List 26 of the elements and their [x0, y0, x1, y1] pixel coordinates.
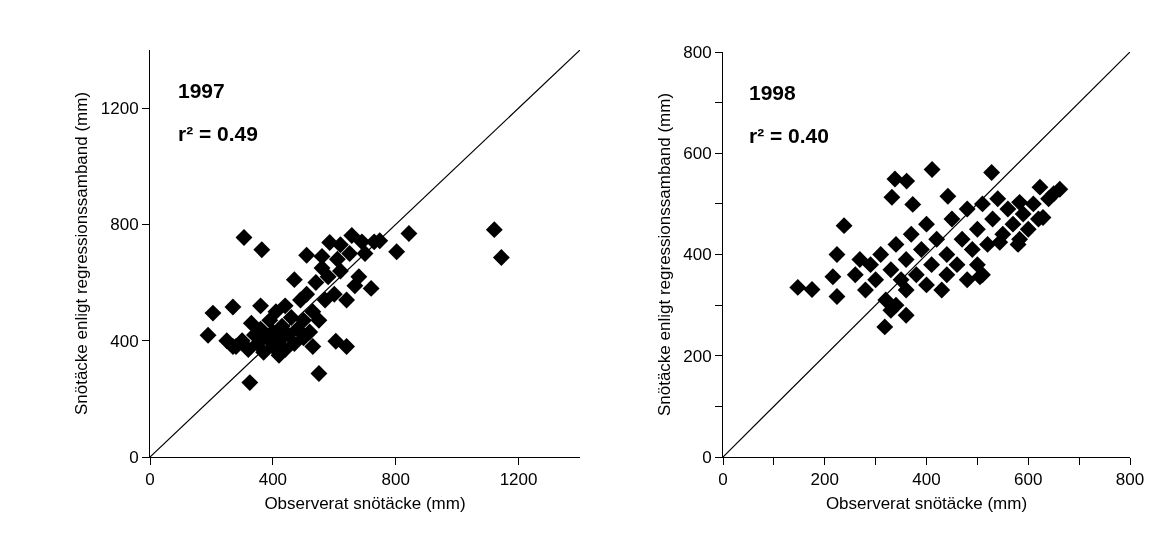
y-tick-label: 0	[129, 447, 139, 467]
x-tick-label: 800	[381, 470, 410, 490]
x-tick-label: 1200	[499, 470, 538, 490]
y-tick-label: 200	[683, 346, 712, 366]
x-tick-label: 0	[145, 470, 155, 490]
x-tick-label: 400	[258, 470, 288, 490]
x-tick-label: 800	[1115, 470, 1145, 490]
y-tick-label: 800	[683, 42, 712, 62]
x-tick-label: 200	[810, 470, 839, 490]
annotation: 1998	[749, 81, 797, 104]
y-tick-label: 400	[683, 245, 712, 265]
x-tick-label: 400	[912, 470, 941, 490]
x-axis-title: Observerat snötäcke (mm)	[825, 493, 1028, 513]
annotation: r² = 0.40	[749, 124, 829, 147]
annotation: r² = 0.49	[178, 122, 258, 145]
y-tick-label: 800	[110, 215, 139, 235]
x-axis-title: Observerat snötäcke (mm)	[264, 493, 466, 513]
x-tick-label: 600	[1014, 470, 1043, 490]
x-tick-label: 0	[718, 470, 728, 490]
y-axis-title: Snötäcke enligt regressionssamband (mm)	[72, 91, 92, 416]
y-tick-label: 0	[702, 447, 712, 467]
y-tick-label: 400	[110, 331, 139, 351]
y-tick-label: 1200	[100, 99, 139, 119]
y-axis-title: Snötäcke enligt regressionssamband (mm)	[654, 92, 674, 417]
annotation: 1997	[178, 79, 225, 102]
y-tick-label: 600	[683, 144, 712, 164]
